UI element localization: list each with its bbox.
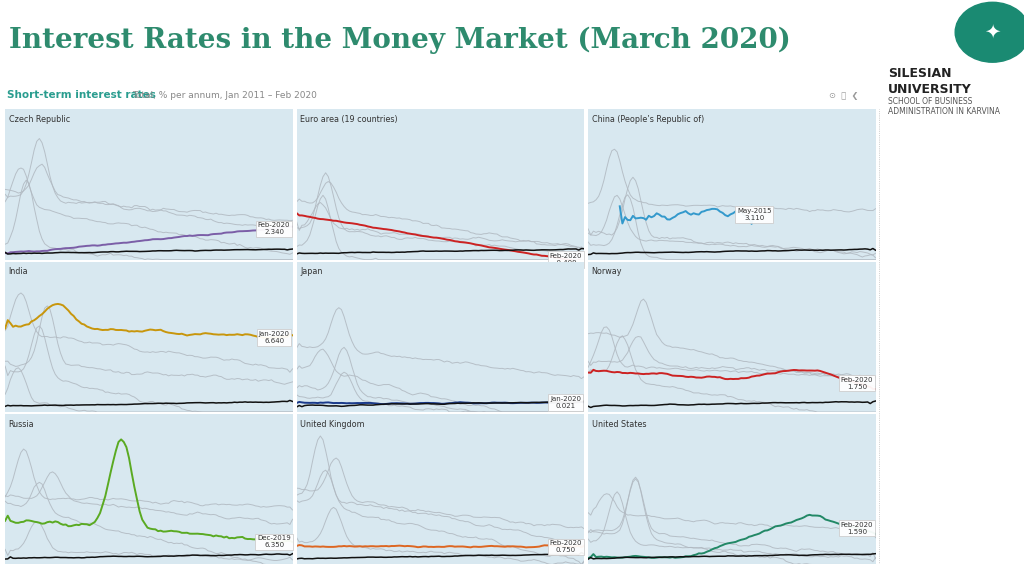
Text: Euro area (19 countries): Euro area (19 countries) xyxy=(300,115,397,124)
Text: Russia: Russia xyxy=(8,419,34,429)
Text: Feb-2020
-0.409: Feb-2020 -0.409 xyxy=(549,253,582,266)
Text: Interest Rates in the Money Market (March 2020): Interest Rates in the Money Market (Marc… xyxy=(9,26,792,54)
Text: Feb-2020
0.750: Feb-2020 0.750 xyxy=(549,540,582,554)
Text: May-2015
3.110: May-2015 3.110 xyxy=(737,208,771,221)
Text: United States: United States xyxy=(592,419,646,429)
Text: United Kingdom: United Kingdom xyxy=(300,419,365,429)
Text: Jan-2020
0.021: Jan-2020 0.021 xyxy=(550,396,581,409)
Text: SILESIAN: SILESIAN xyxy=(888,67,951,80)
Text: Dec-2019
6.350: Dec-2019 6.350 xyxy=(257,536,291,548)
Text: Jan-2020
6.640: Jan-2020 6.640 xyxy=(259,331,290,344)
Circle shape xyxy=(955,2,1024,62)
Text: India: India xyxy=(8,267,29,276)
Text: China (People’s Republic of): China (People’s Republic of) xyxy=(592,115,703,124)
Text: Japan: Japan xyxy=(300,267,323,276)
Text: Feb-2020
1.750: Feb-2020 1.750 xyxy=(841,377,873,389)
Text: Norway: Norway xyxy=(592,267,622,276)
Text: ⊙  ⤢  ❮: ⊙ ⤢ ❮ xyxy=(829,90,859,100)
Text: ✦: ✦ xyxy=(984,23,1000,41)
Text: Feb-2020
1.590: Feb-2020 1.590 xyxy=(841,521,873,535)
Text: ADMINISTRATION IN KARVINA: ADMINISTRATION IN KARVINA xyxy=(888,107,999,116)
Text: Short-term interest rates: Short-term interest rates xyxy=(7,90,156,100)
Text: Total, % per annum, Jan 2011 – Feb 2020: Total, % per annum, Jan 2011 – Feb 2020 xyxy=(132,90,317,100)
Text: SCHOOL OF BUSINESS: SCHOOL OF BUSINESS xyxy=(888,97,972,106)
Text: Czech Republic: Czech Republic xyxy=(8,115,70,124)
Text: Feb-2020
2.340: Feb-2020 2.340 xyxy=(258,222,291,236)
Text: UNIVERSITY: UNIVERSITY xyxy=(888,83,972,96)
